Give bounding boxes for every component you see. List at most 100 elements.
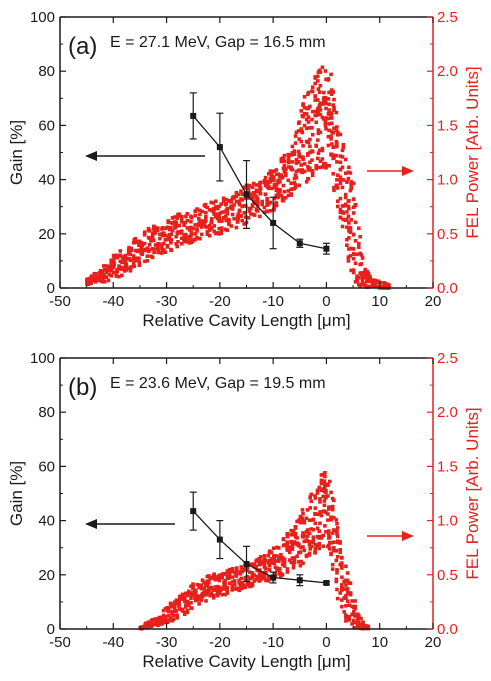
fel-power-point <box>234 190 239 195</box>
fel-power-point <box>323 99 328 104</box>
fel-power-point <box>159 615 163 620</box>
fel-power-point <box>150 617 155 622</box>
fel-power-point <box>317 165 322 170</box>
fel-power-point <box>353 614 357 618</box>
fel-power-point <box>281 196 286 201</box>
fel-power-point <box>197 602 201 606</box>
fel-power-point <box>299 559 303 564</box>
fel-power-point <box>323 95 328 100</box>
fel-power-point <box>290 542 295 546</box>
fel-power-point <box>239 189 243 193</box>
fel-power-point <box>150 623 155 627</box>
fel-power-point <box>109 268 113 273</box>
fel-power-point <box>189 225 193 230</box>
fel-power-point <box>265 182 269 187</box>
fel-power-point <box>351 268 356 272</box>
panel-label: (b) <box>68 374 97 401</box>
fel-power-point <box>348 229 353 234</box>
gain-point <box>323 579 330 586</box>
fel-power-point <box>137 239 142 244</box>
fel-power-point <box>249 206 253 211</box>
fel-power-point <box>250 185 255 189</box>
fel-power-point <box>293 141 298 145</box>
fel-power-point <box>249 193 253 197</box>
fel-power-point <box>323 471 327 475</box>
fel-power-point <box>217 212 221 216</box>
fel-power-point <box>111 258 116 263</box>
fel-power-point <box>314 143 318 148</box>
fel-power-point <box>269 550 274 555</box>
fel-power-point <box>304 126 309 131</box>
fel-power-point <box>282 560 287 565</box>
fel-power-point <box>335 160 339 164</box>
fel-power-point <box>336 173 340 177</box>
y-tick-label-right: 0.0 <box>437 280 458 297</box>
y-tick-label: 80 <box>38 404 55 421</box>
fel-power-point <box>338 132 343 137</box>
fel-power-point <box>250 195 255 200</box>
fel-power-point <box>324 77 328 82</box>
fel-power-point <box>158 242 162 246</box>
fel-power-point <box>260 202 264 206</box>
fel-power-point <box>309 499 314 504</box>
fel-power-point <box>190 593 194 597</box>
x-tick-label: -30 <box>156 634 178 651</box>
fel-power-point <box>318 159 323 163</box>
fel-power-point <box>204 599 208 603</box>
gain-line <box>192 510 327 584</box>
fel-power-point <box>133 248 138 253</box>
fel-power-point <box>347 614 352 619</box>
fel-power-point <box>269 178 274 182</box>
fel-power-point <box>297 120 301 124</box>
fel-power-point <box>311 540 316 545</box>
fel-power-point <box>143 230 147 234</box>
fel-power-point <box>232 216 236 221</box>
fel-power-point <box>317 148 322 152</box>
fel-power-point <box>300 170 305 175</box>
x-tick-label: -20 <box>209 293 231 310</box>
fel-power-point <box>286 152 291 157</box>
fel-power-point <box>169 226 173 230</box>
fel-power-point <box>334 153 339 158</box>
fel-power-point <box>299 127 303 131</box>
fel-power-point <box>353 620 357 625</box>
fel-power-point <box>255 568 259 573</box>
x-axis-label: Relative Cavity Length [μm] <box>142 652 350 671</box>
fel-power-point <box>178 607 182 611</box>
fel-power-point <box>115 254 119 258</box>
gain-point <box>323 245 330 252</box>
fel-power-point <box>285 542 289 546</box>
fel-power-point <box>224 214 228 219</box>
fel-power-point <box>111 253 116 258</box>
fel-power-point <box>327 507 331 511</box>
fel-power-point <box>220 228 224 233</box>
fel-power-point <box>258 214 262 219</box>
fel-power-point <box>229 224 234 228</box>
fel-power-point <box>338 167 343 172</box>
fel-power-point <box>177 601 181 605</box>
fel-power-point <box>212 229 216 234</box>
fel-power-point <box>224 197 228 202</box>
x-tick-label: -30 <box>156 293 178 310</box>
fel-power-point <box>360 279 365 283</box>
fel-power-point <box>256 197 260 201</box>
fel-power-point <box>290 556 295 560</box>
fel-power-point <box>318 130 323 134</box>
fel-power-point <box>176 240 180 244</box>
fel-power-point <box>349 183 353 187</box>
fel-power-point <box>250 573 255 578</box>
fel-power-point <box>282 164 287 168</box>
fel-power-point <box>100 269 105 273</box>
fel-power-point <box>278 188 282 193</box>
fel-power-point <box>323 123 328 128</box>
y-tick-label-right: 1.0 <box>437 172 458 189</box>
fel-power-point <box>204 593 208 597</box>
fel-power-point <box>117 267 121 271</box>
fel-power-point <box>234 573 238 578</box>
fel-power-point <box>340 598 344 602</box>
fel-power-point <box>327 108 331 112</box>
fel-power-point <box>357 622 361 627</box>
fel-power-point <box>316 151 321 155</box>
fel-power-point <box>338 216 343 220</box>
